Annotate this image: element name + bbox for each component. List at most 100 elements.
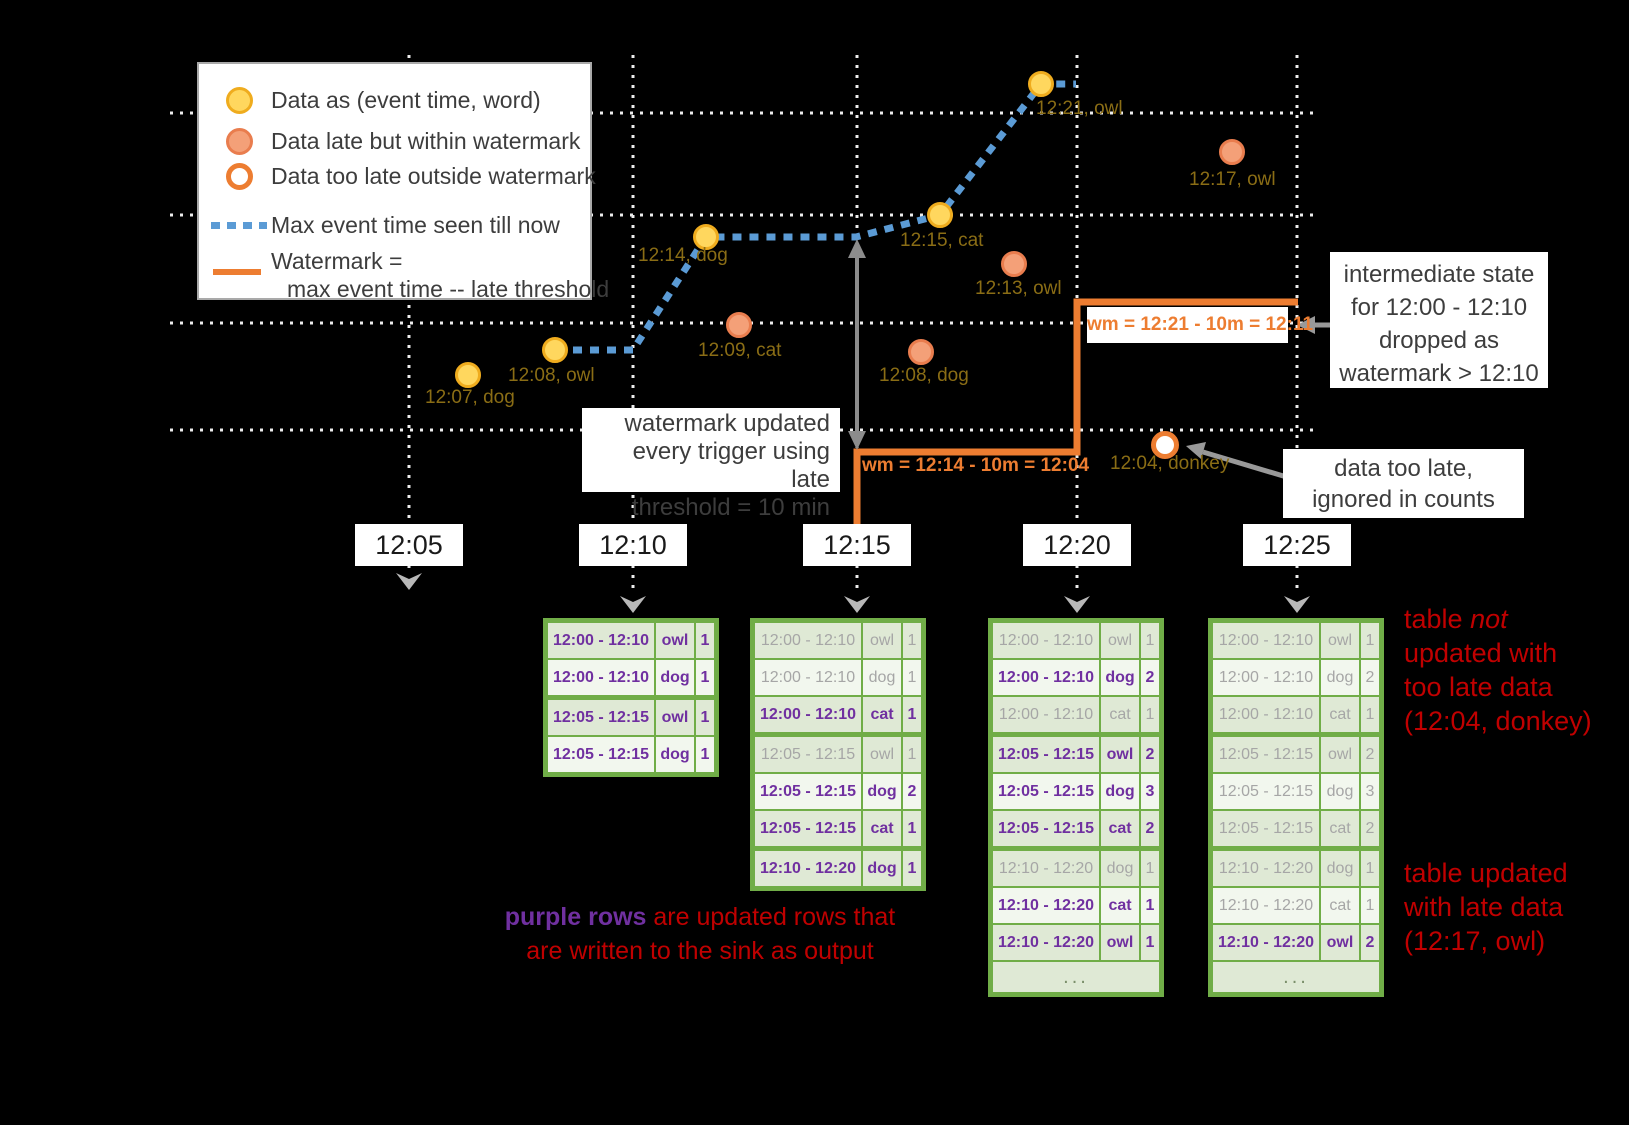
cell-word: dog: [863, 851, 901, 886]
note-line: dropped as: [1378, 327, 1500, 354]
cell-word: cat: [1321, 697, 1359, 732]
point-label: 12:07, dog: [425, 387, 515, 408]
cell-count: 1: [903, 697, 921, 732]
table-row: 12:10 - 12:20 owl 1: [993, 925, 1159, 960]
legend: Data as (event time, word) Data late but…: [197, 62, 609, 302]
cell-word: dog: [656, 737, 694, 772]
table-row: 12:10 - 12:20 dog 1: [755, 851, 921, 886]
point-label: 12:15, cat: [900, 230, 984, 251]
cell-window: 12:00 - 12:10: [993, 660, 1099, 695]
table-row: 12:05 - 12:15 cat 1: [755, 811, 921, 846]
cell-window: 12:05 - 12:15: [755, 774, 861, 809]
cell-word: cat: [863, 697, 901, 732]
trigger-note: watermark updated every trigger using la…: [582, 408, 840, 521]
cell-count: 1: [1361, 888, 1379, 923]
cell-count: 1: [1361, 623, 1379, 658]
cell-count: 1: [1361, 697, 1379, 732]
cell-count: 1: [1361, 851, 1379, 886]
point-label: 12:21, owl: [1036, 98, 1123, 119]
cell-window: 12:00 - 12:10: [1213, 697, 1319, 732]
table-row: 12:00 - 12:10 cat 1: [993, 697, 1159, 732]
note-line: every trigger using late: [632, 438, 830, 493]
result-table-12-10: 12:00 - 12:10 owl 1 12:00 - 12:10 dog 1 …: [543, 618, 719, 777]
cell-word: cat: [1321, 888, 1359, 923]
cell-count: 2: [1141, 811, 1159, 846]
note-line: too late data: [1404, 672, 1553, 702]
sink-output-note: purple rows are updated rows that are wr…: [440, 900, 960, 968]
cell-count: 1: [1141, 623, 1159, 658]
watermark-value-2: wm = 12:21 - 10m = 12:11: [1087, 307, 1313, 343]
max-event-time-line-icon: [211, 221, 267, 229]
cell-window: 12:05 - 12:15: [1213, 811, 1319, 846]
cell-word: owl: [863, 623, 901, 658]
cell-word: dog: [1321, 660, 1359, 695]
cell-window: 12:10 - 12:20: [993, 925, 1099, 960]
on-time-dot-icon: [211, 86, 267, 114]
note-line: table not: [1404, 602, 1592, 636]
point-label: 12:17, owl: [1189, 169, 1276, 190]
cell-word: cat: [1101, 888, 1139, 923]
table-row: 12:05 - 12:15 owl 1: [548, 700, 714, 735]
cell-word: owl: [1321, 925, 1359, 960]
cell-word: owl: [1321, 623, 1359, 658]
point-12-14-dog: [693, 224, 719, 250]
late-dot-icon: [211, 127, 267, 155]
point-label: 12:08, owl: [508, 365, 595, 386]
watermark-line-swatch: [213, 269, 261, 275]
cell-word: owl: [656, 623, 694, 658]
time-tick-12-25: 12:25: [1243, 524, 1351, 566]
table-row: 12:05 - 12:15 owl 2: [1213, 737, 1379, 772]
point-label: 12:09, cat: [698, 340, 782, 361]
point-label: 12:13, owl: [975, 278, 1062, 299]
note-line: threshold = 10 min: [631, 494, 830, 521]
cell-window: 12:00 - 12:10: [993, 623, 1099, 658]
note-text: table: [1404, 604, 1471, 634]
cell-word: owl: [1101, 925, 1139, 960]
table-row: 12:00 - 12:10 dog 1: [548, 660, 714, 695]
point-12-15-cat: [927, 202, 953, 228]
cell-word: cat: [1101, 811, 1139, 846]
note-line: updated with: [1404, 638, 1558, 668]
time-tick-12-10: 12:10: [579, 524, 687, 566]
cell-window: 12:10 - 12:20: [1213, 851, 1319, 886]
arrowhead-left: [1297, 316, 1315, 334]
table-row: 12:10 - 12:20 owl 2: [1213, 925, 1379, 960]
cell-count: 1: [696, 737, 714, 772]
updated-note: table updated with late data (12:17, owl…: [1404, 856, 1568, 958]
table-row: 12:05 - 12:15 owl 2: [993, 737, 1159, 772]
table-row: 12:00 - 12:10 owl 1: [993, 623, 1159, 658]
cell-window: 12:05 - 12:15: [1213, 737, 1319, 772]
note-line: intermediate state: [1343, 261, 1535, 288]
cell-window: 12:00 - 12:10: [755, 697, 861, 732]
table-row: 12:00 - 12:10 cat 1: [755, 697, 921, 732]
cell-count: 1: [696, 700, 714, 735]
watermark-step-line: [853, 298, 1298, 525]
legend-label: Data too late outside watermark: [271, 162, 596, 189]
axis-arrowheads: [396, 573, 1310, 613]
cell-count: 1: [1141, 888, 1159, 923]
cell-word: dog: [1101, 774, 1139, 809]
sink-note-rest: are updated rows that: [646, 903, 896, 931]
point-12-08-owl: [542, 337, 568, 363]
legend-item-watermark: Watermark =: [211, 246, 402, 276]
axis-arrowhead-12-25: [1284, 596, 1310, 613]
note-line: (12:17, owl): [1404, 926, 1546, 956]
cell-window: 12:00 - 12:10: [1213, 623, 1319, 658]
cell-count: 1: [696, 660, 714, 695]
time-tick-12-05: 12:05: [355, 524, 463, 566]
cell-window: 12:00 - 12:10: [548, 660, 654, 695]
cell-window: 12:10 - 12:20: [993, 888, 1099, 923]
note-line: data too late,: [1334, 455, 1473, 482]
cell-count: 1: [696, 623, 714, 658]
note-line: table updated: [1404, 858, 1568, 888]
cell-word: dog: [1101, 660, 1139, 695]
cell-word: dog: [1101, 851, 1139, 886]
table-row: 12:10 - 12:20 dog 1: [1213, 851, 1379, 886]
note-line: ignored in counts: [1312, 486, 1495, 513]
cell-count: 3: [1361, 774, 1379, 809]
cell-window: 12:05 - 12:15: [993, 737, 1099, 772]
cell-count: 2: [1361, 811, 1379, 846]
cell-window: 12:05 - 12:15: [548, 700, 654, 735]
cell-window: 12:00 - 12:10: [755, 623, 861, 658]
table-row: 12:05 - 12:15 dog 3: [1213, 774, 1379, 809]
